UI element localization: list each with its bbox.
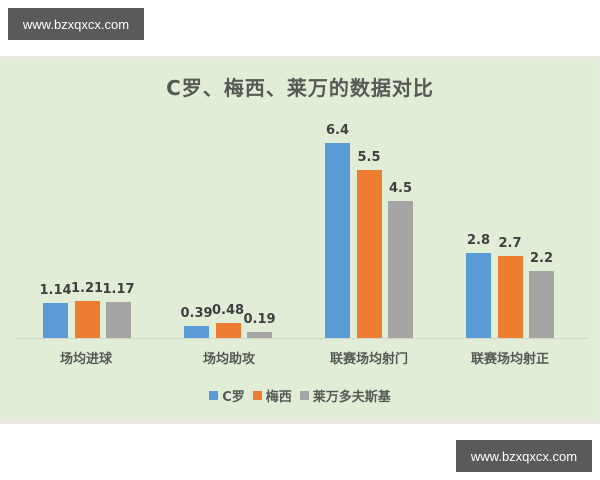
bar <box>215 323 241 338</box>
bar <box>388 200 413 338</box>
data-label: 5.5 <box>357 150 381 166</box>
data-label: 1.14 <box>39 283 72 299</box>
data-label: 6.4 <box>325 122 350 138</box>
data-label: 2.8 <box>466 232 491 248</box>
bar <box>184 326 209 338</box>
data-label: 4.5 <box>388 180 413 196</box>
watermark-top: www.bzxqxcx.com <box>8 8 144 40</box>
x-axis-line <box>16 338 588 339</box>
chart-area: C罗、梅西、莱万的数据对比 1.14 0.39 6.4 2.8 1.21 0.48 5.5 2… <box>0 58 598 418</box>
chart-frame: C罗、梅西、莱万的数据对比 1.14 0.39 6.4 2.8 1.21 0.48 5.5 2… <box>0 56 600 424</box>
legend-label: 梅西 <box>265 390 292 405</box>
bar <box>497 255 523 338</box>
legend-label: 莱万多夫斯基 <box>312 390 391 405</box>
data-label: 2.2 <box>529 250 554 266</box>
data-label: 0.48 <box>211 303 245 319</box>
bar <box>325 142 350 338</box>
category-label: 场均进球 <box>59 352 113 367</box>
legend-swatch-blue-icon <box>209 391 219 400</box>
legend-swatch-orange-icon <box>252 391 262 400</box>
data-label: 2.7 <box>498 235 522 251</box>
bar <box>74 301 100 338</box>
category-label: 场均助攻 <box>202 352 256 367</box>
legend-item-lewandowski: 莱万多夫斯基 <box>299 386 391 405</box>
legend-swatch-gray-icon <box>299 391 309 400</box>
bar <box>466 252 491 338</box>
category-label: 联赛场均射门 <box>329 352 409 367</box>
legend: C罗 梅西 莱万多夫斯基 <box>0 386 600 405</box>
chart-title: C罗、梅西、莱万的数据对比 <box>166 76 434 100</box>
legend-item-cristiano: C罗 <box>209 386 245 405</box>
data-label: 1.21 <box>70 281 104 297</box>
bar <box>247 332 272 338</box>
data-label: 0.39 <box>180 306 213 322</box>
watermark-bottom: www.bzxqxcx.com <box>456 440 592 472</box>
data-label: 0.19 <box>243 312 276 328</box>
legend-label: C罗 <box>222 390 245 405</box>
bar <box>43 303 68 338</box>
category-label: 联赛场均射正 <box>470 352 550 367</box>
bar <box>529 270 554 338</box>
data-label: 1.17 <box>102 282 135 298</box>
bar <box>106 302 131 338</box>
legend-item-messi: 梅西 <box>252 386 292 405</box>
bar <box>356 170 382 338</box>
